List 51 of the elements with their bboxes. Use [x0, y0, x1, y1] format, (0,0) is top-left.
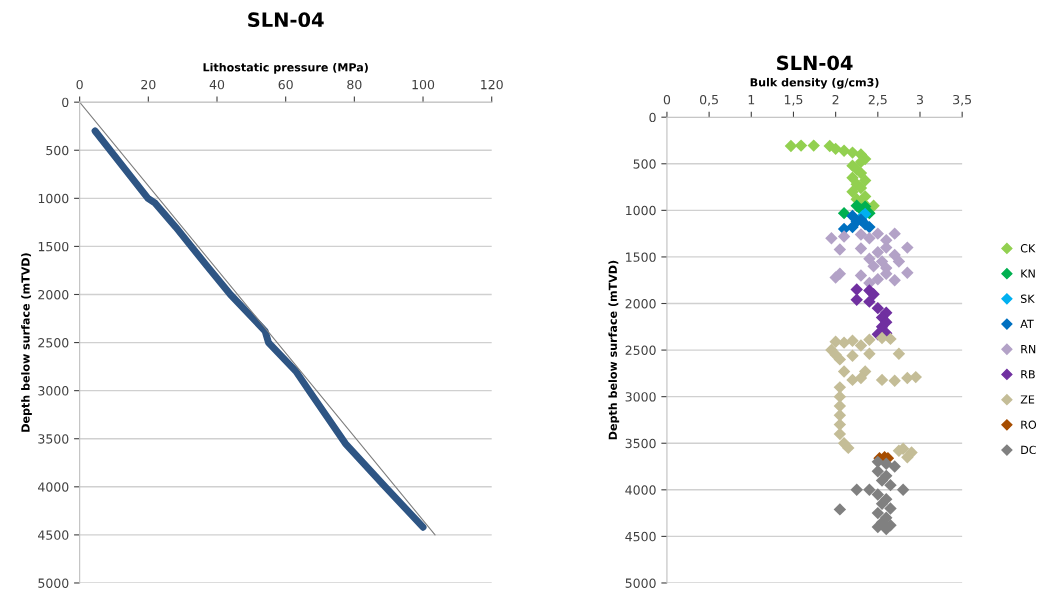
- y-tick-label: 0: [649, 112, 656, 123]
- y-axis-title: Depth below surface (mTVD): [608, 260, 620, 440]
- y-tick-label: 1500: [626, 252, 656, 262]
- x-tick-label: 0: [76, 79, 83, 90]
- x-tick-label: 2,5: [868, 94, 887, 106]
- y-tick-label: 4500: [38, 530, 69, 540]
- legend-label: KN: [1021, 269, 1035, 278]
- y-tick-label: 1000: [626, 205, 656, 216]
- legend-label: ZE: [1020, 395, 1035, 404]
- y-tick-label: 1500: [38, 241, 69, 252]
- legend-label: AT: [1020, 319, 1034, 328]
- x-tick-label: 60: [278, 79, 293, 90]
- chart-title: SLN-04: [777, 55, 853, 71]
- y-tick-label: 4000: [625, 485, 656, 495]
- legend-label: SK: [1020, 294, 1035, 303]
- x-tick-label: 0,5: [700, 94, 718, 106]
- y-tick-label: 3500: [625, 438, 656, 449]
- y-axis-title: Depth below surface (mTVD): [21, 253, 32, 432]
- y-tick-label: 1000: [38, 193, 69, 204]
- y-tick-label: 500: [46, 145, 69, 156]
- x-tick-label: 120: [481, 79, 503, 90]
- x-tick-label: 0: [663, 94, 671, 105]
- legend-label: CK: [1020, 244, 1036, 253]
- y-tick-label: 3000: [625, 392, 656, 402]
- x-axis-title: Bulk density (g/cm3): [750, 77, 879, 89]
- x-tick-label: 1,5: [784, 95, 803, 106]
- y-tick-label: 4000: [38, 482, 69, 492]
- y-tick-label: 3500: [38, 434, 69, 444]
- x-tick-label: 100: [412, 79, 435, 90]
- x-tick-label: 1: [748, 95, 755, 105]
- y-tick-label: 4500: [625, 531, 656, 542]
- y-tick-label: 3000: [38, 386, 69, 396]
- y-tick-label: 2000: [38, 289, 69, 300]
- legend-label: RB: [1021, 370, 1035, 379]
- y-tick-label: 500: [633, 159, 656, 169]
- y-tick-label: 5000: [625, 578, 656, 588]
- y-tick-label: 5000: [38, 578, 69, 588]
- x-tick-label: 40: [209, 79, 225, 90]
- legend-label: DC: [1021, 445, 1036, 455]
- chart-title: SLN-04: [248, 12, 324, 28]
- x-tick-label: 3: [916, 94, 923, 105]
- x-tick-label: 80: [347, 79, 362, 90]
- y-tick-label: 2000: [625, 298, 656, 309]
- legend-label: RN: [1021, 345, 1036, 354]
- x-tick-label: 20: [141, 79, 156, 90]
- x-tick-label: 2: [832, 94, 839, 105]
- legend-label: RO: [1021, 420, 1037, 429]
- x-tick-label: 3,5: [953, 94, 972, 106]
- y-tick-label: 2500: [625, 345, 656, 356]
- x-axis-title: Lithostatic pressure (MPa): [203, 62, 368, 74]
- y-tick-label: 2500: [38, 338, 69, 348]
